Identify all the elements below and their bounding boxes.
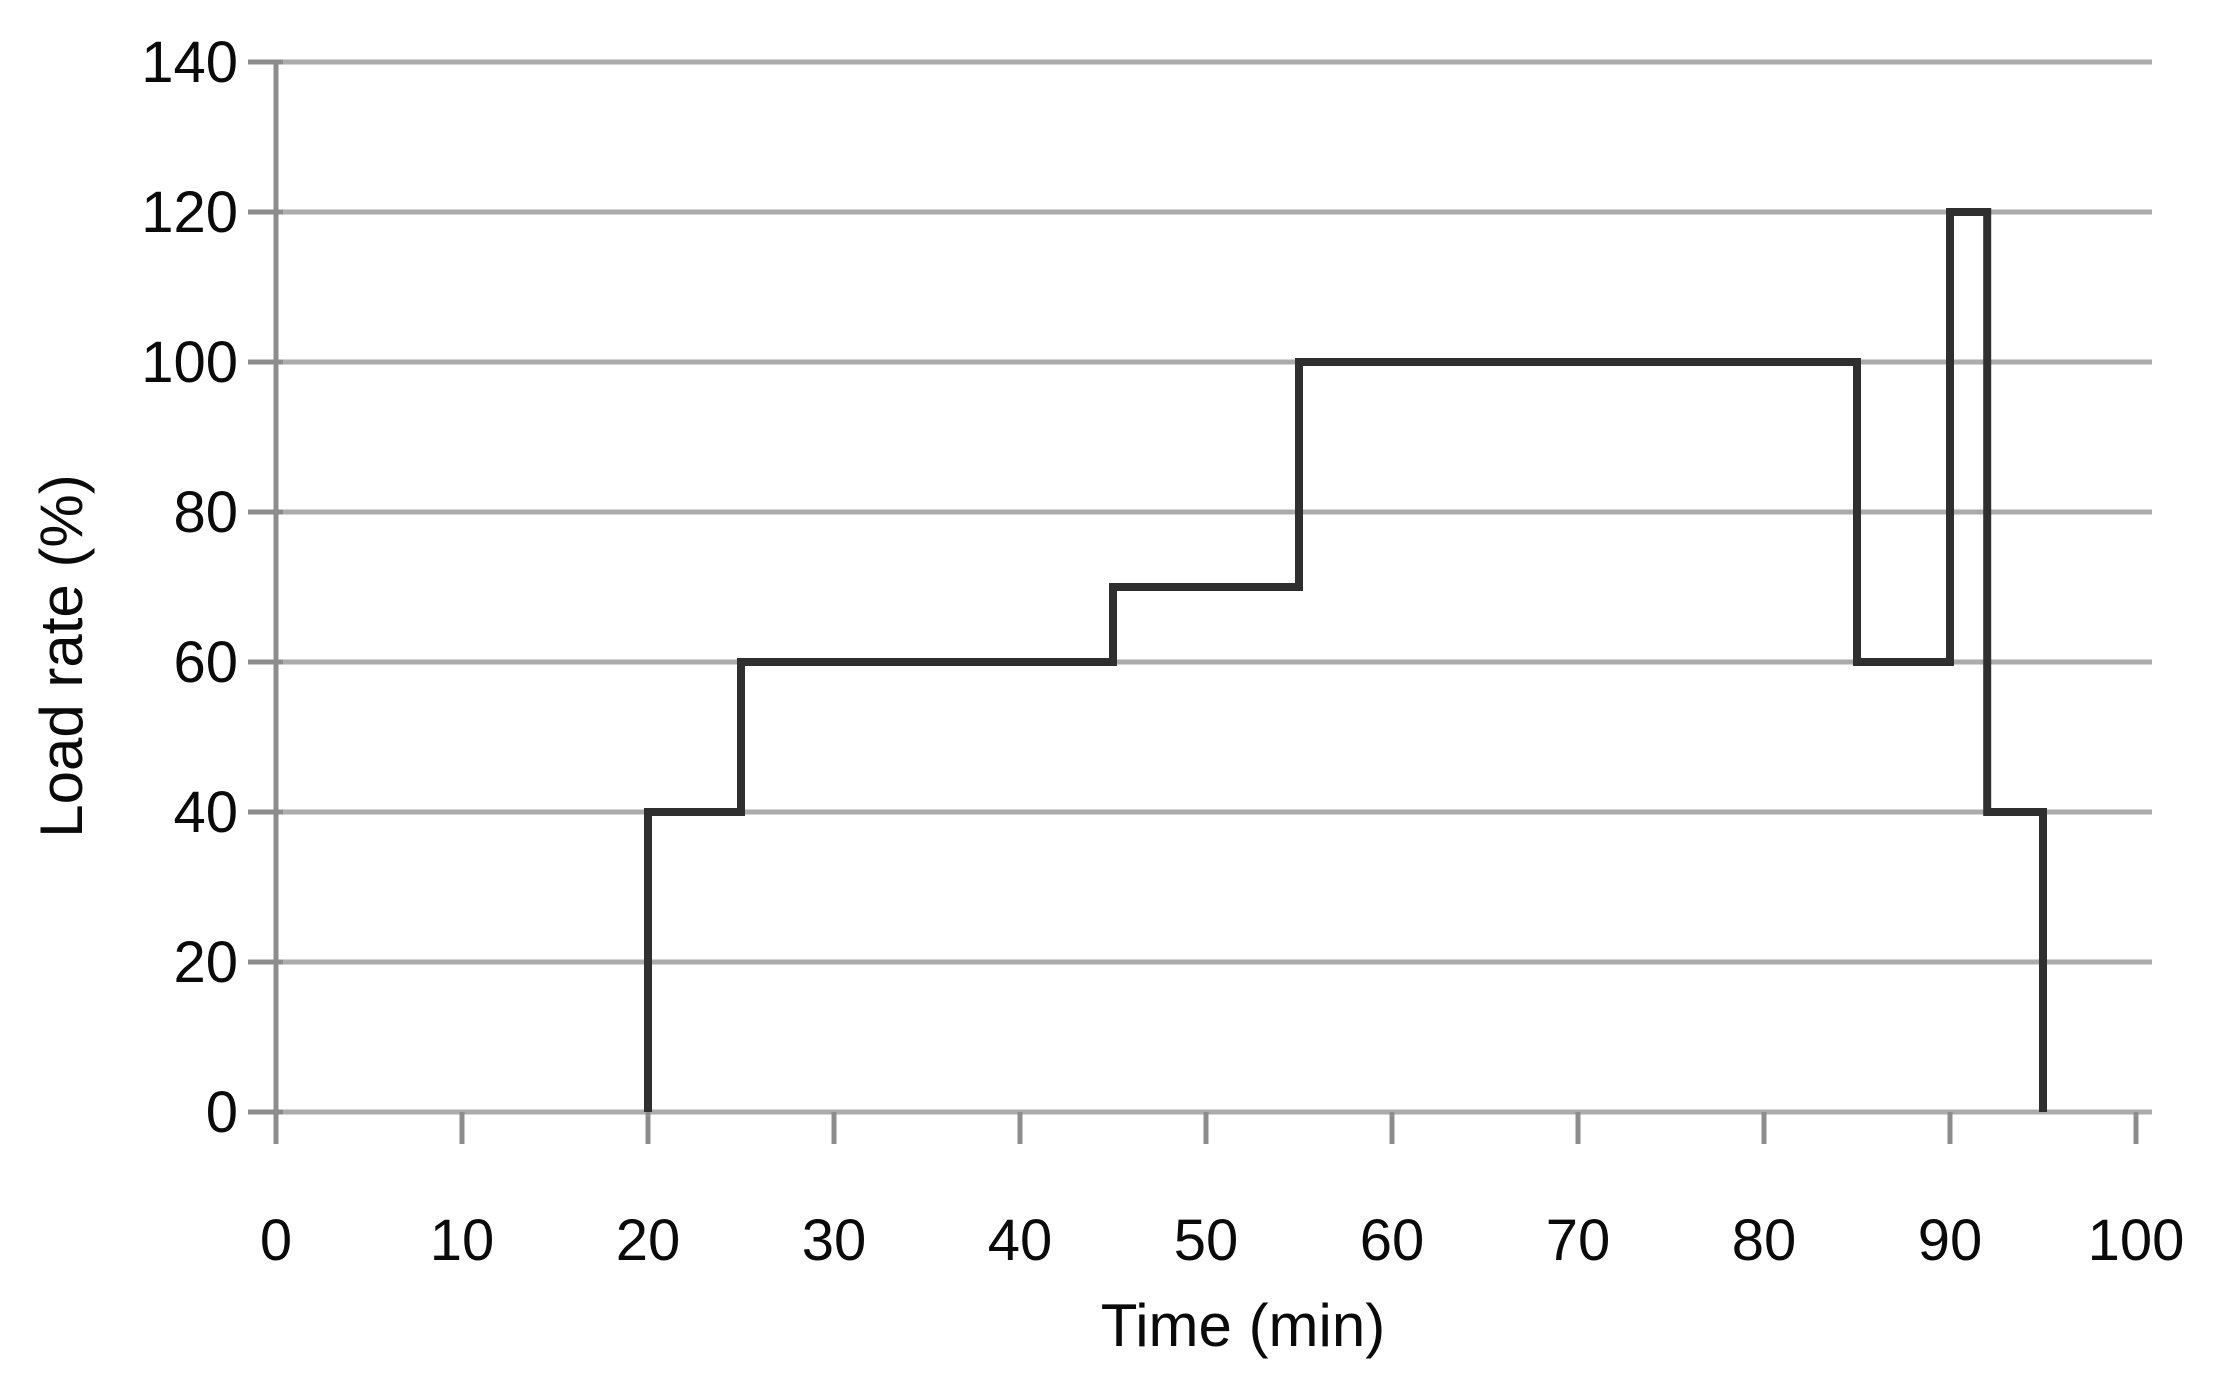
y-axis-title: Load rate (%) xyxy=(28,474,95,838)
x-tick-label: 20 xyxy=(616,1208,681,1273)
x-tick-label: 80 xyxy=(1732,1208,1797,1273)
y-tick-label: 100 xyxy=(141,330,238,395)
x-tick-label: 30 xyxy=(802,1208,867,1273)
y-tick-label: 60 xyxy=(173,630,238,695)
x-tick-label: 0 xyxy=(260,1208,292,1273)
x-tick-label: 90 xyxy=(1918,1208,1983,1273)
x-tick-label: 60 xyxy=(1360,1208,1425,1273)
x-axis-title: Time (min) xyxy=(1100,1292,1386,1359)
y-tick-label: 40 xyxy=(173,780,238,845)
x-tick-label: 50 xyxy=(1174,1208,1239,1273)
y-tick-label: 140 xyxy=(141,30,238,95)
y-tick-label: 120 xyxy=(141,180,238,245)
x-tick-label: 70 xyxy=(1546,1208,1611,1273)
x-tick-label: 40 xyxy=(988,1208,1053,1273)
y-tick-label: 20 xyxy=(173,930,238,995)
y-tick-label: 80 xyxy=(173,480,238,545)
x-tick-label: 10 xyxy=(430,1208,495,1273)
load-rate-step-line xyxy=(644,208,2047,1112)
x-tick-label: 100 xyxy=(2088,1208,2185,1273)
y-tick-label: 0 xyxy=(206,1080,238,1145)
